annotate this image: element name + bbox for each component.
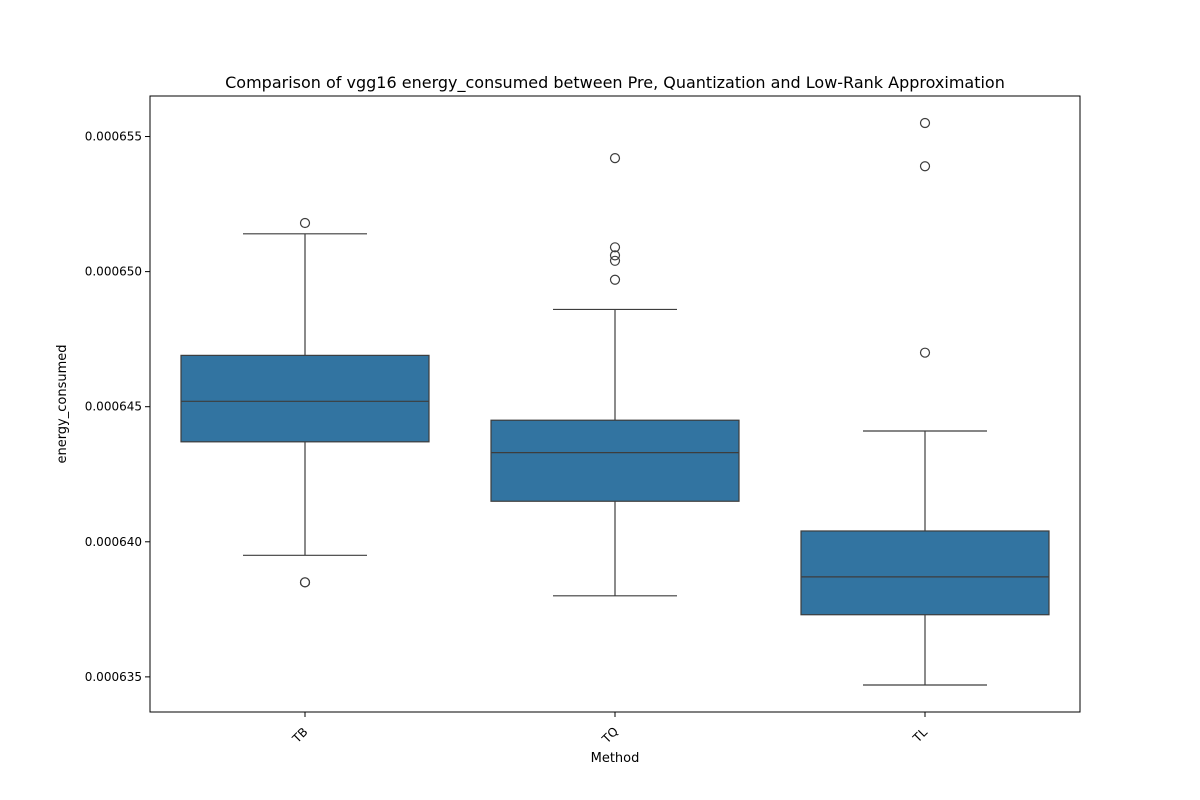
outlier-point <box>919 117 931 129</box>
x-tick-label: TQ <box>599 724 621 746</box>
box-group-tq <box>490 153 740 597</box>
y-axis: 0.000635 0.000640 0.000645 0.000650 0.000655 <box>85 130 150 684</box>
box-iqr <box>490 419 740 502</box>
outlier-point <box>609 255 621 266</box>
y-tick-label: 0.000650 <box>85 265 142 279</box>
box-group-tb <box>180 217 430 588</box>
x-axis: TB TQ TL <box>289 712 930 747</box>
box-iqr <box>800 530 1050 616</box>
y-tick-label: 0.000635 <box>85 670 142 684</box>
x-tick-label: TB <box>289 725 311 747</box>
y-tick-label: 0.000645 <box>85 400 142 414</box>
outlier-point <box>299 577 311 588</box>
y-axis-label: energy_consumed <box>55 344 70 463</box>
box-iqr <box>180 354 430 443</box>
outlier-point <box>609 153 621 164</box>
box-group-tl <box>800 117 1050 686</box>
outlier-point <box>609 274 621 285</box>
x-axis-label: Method <box>591 751 640 766</box>
chart-title: Comparison of vgg16 energy_consumed betw… <box>225 73 1005 93</box>
outlier-point <box>609 242 621 253</box>
outlier-point <box>299 217 311 229</box>
x-tick-label: TL <box>910 725 931 746</box>
y-tick-label: 0.000655 <box>85 130 142 144</box>
outlier-point <box>919 347 931 358</box>
outlier-point <box>919 161 931 172</box>
outlier-point <box>609 250 621 261</box>
y-tick-label: 0.000640 <box>85 535 142 549</box>
plot-area <box>180 117 1050 686</box>
